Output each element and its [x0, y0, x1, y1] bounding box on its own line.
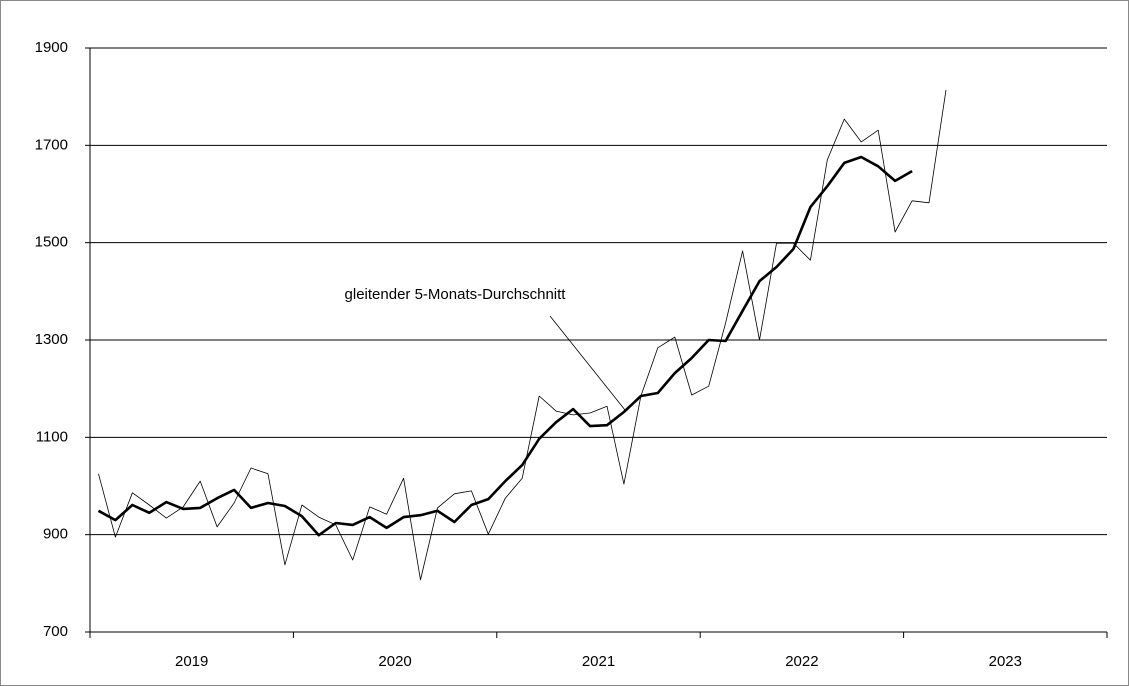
y-tick-label: 1900: [35, 39, 68, 56]
x-tick-label: 2019: [175, 653, 208, 670]
y-tick-label: 700: [43, 623, 68, 640]
x-tick-label: 2020: [378, 653, 411, 670]
y-tick-label: 1100: [36, 428, 68, 445]
x-tick-label: 2021: [582, 653, 615, 670]
y-tick-label: 1300: [35, 331, 68, 348]
y-tick-label: 1500: [35, 234, 68, 251]
annotation-leader: [549, 315, 626, 411]
x-tick-label: 2023: [989, 653, 1022, 670]
x-tick-label: 2022: [785, 653, 818, 670]
series-line: [98, 89, 947, 581]
series-line: [97, 155, 913, 537]
annotation: gleitender 5-Monats-Durchschnitt: [345, 286, 567, 303]
y-tick-label: 1700: [35, 136, 68, 153]
y-tick-label: 900: [43, 526, 68, 543]
